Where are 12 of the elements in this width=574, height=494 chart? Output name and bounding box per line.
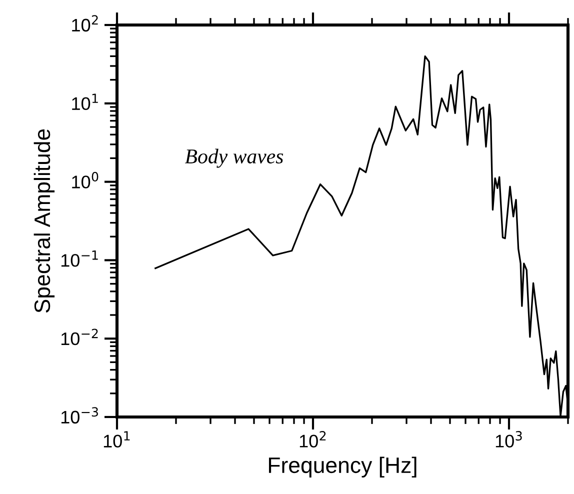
x-axis-title: Frequency [Hz] (268, 456, 416, 478)
x-tick-label: 10$^{1}$ (104, 431, 130, 448)
y-tick-label: 10$^{−3}$ (61, 407, 98, 424)
y-tick-label: 10$^{−1}$ (61, 250, 98, 267)
y-axis-title: Spectral Amplitude (34, 129, 55, 313)
y-tick-label: 10$^{−2}$ (61, 328, 98, 346)
y-tick-label: 10$^{2}$ (72, 15, 98, 32)
y-tick-label: 10$^{0}$ (72, 172, 98, 188)
annotation: Body waves (184, 148, 284, 168)
x-tick-label: 10$^{2}$ (300, 431, 326, 448)
y-tick-label: 10$^{1}$ (72, 94, 98, 110)
x-tick-label: 10$^{3}$ (496, 431, 522, 448)
